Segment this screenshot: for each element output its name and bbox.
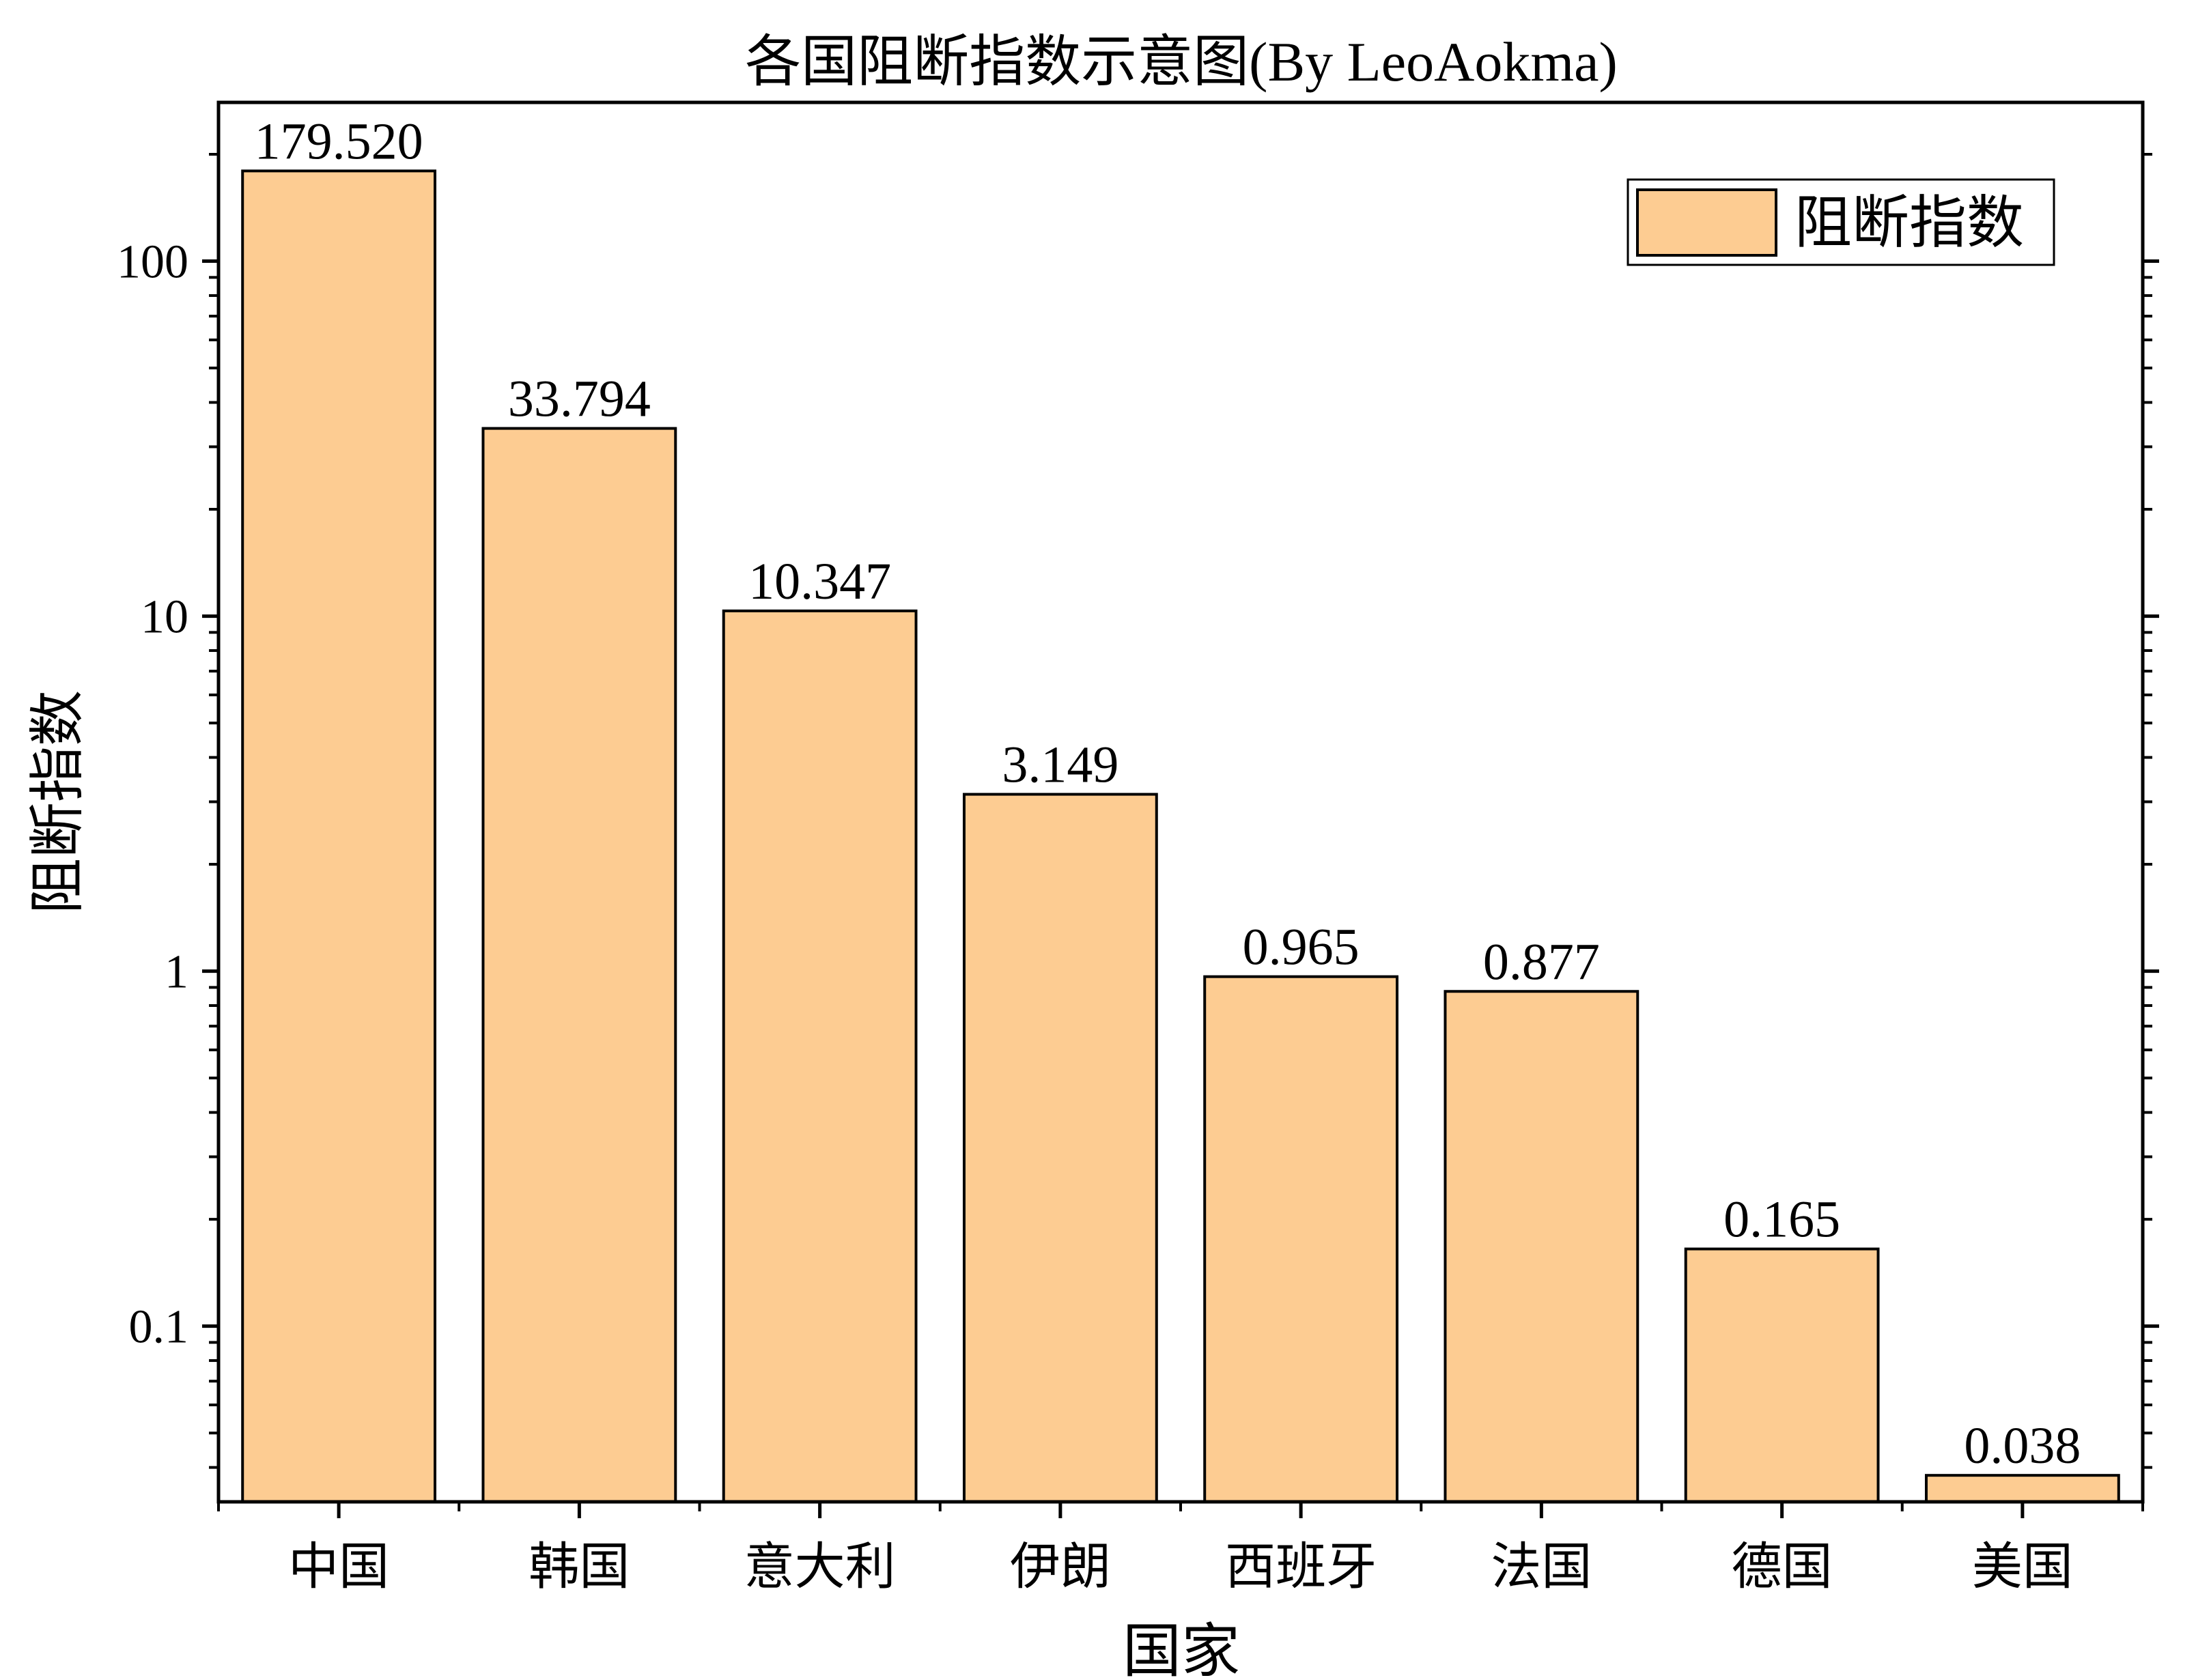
data-label-8: 0.038 (1964, 1417, 2081, 1475)
legend-label: 阻断指数 (1794, 192, 2024, 255)
bar-1 (241, 169, 437, 1504)
data-label-5: 0.965 (1243, 919, 1360, 976)
bars-layer (241, 169, 2120, 1504)
data-label-7: 0.165 (1723, 1191, 1840, 1249)
legend: 阻断指数 (1627, 178, 2055, 266)
y-tick-label-3: 10 (141, 591, 188, 644)
data-label-1: 179.520 (255, 113, 423, 170)
x-tick-label-7: 德国 (1732, 1539, 1833, 1595)
legend-swatch (1636, 188, 1777, 257)
x-tick-label-2: 韩国 (529, 1539, 630, 1595)
chart-title: 各国阻断指数示意图(By LeoAokma) (745, 31, 1618, 93)
bar-7 (1684, 1247, 1880, 1504)
x-tick-label-3: 意大利 (744, 1539, 896, 1595)
bar-5 (1203, 975, 1399, 1503)
x-tick-label-6: 法国 (1491, 1539, 1592, 1595)
y-tick-label-4: 100 (117, 236, 188, 289)
x-axis-label: 国家 (1123, 1619, 1240, 1680)
bar-3 (722, 609, 918, 1504)
x-tick-label-1: 中国 (288, 1539, 389, 1595)
y-tick-label-1: 0.1 (129, 1301, 189, 1354)
data-label-4: 3.149 (1002, 737, 1118, 794)
x-tick-label-4: 伊朗 (1010, 1539, 1111, 1595)
y-axis-label: 阻断指数 (27, 690, 89, 914)
data-label-6: 0.877 (1483, 933, 1600, 991)
labels-layer: 179.520 中国 33.794 韩国 10.347 意大利 3.149 伊朗 0.965 西班… (117, 113, 2081, 1595)
bar-4 (962, 793, 1158, 1503)
x-tick-label-8: 美国 (1972, 1539, 2073, 1595)
bar-8 (1924, 1474, 2120, 1503)
x-tick-label-5: 西班牙 (1225, 1539, 1377, 1595)
y-tick-label-2: 1 (165, 946, 188, 999)
data-label-3: 10.347 (748, 553, 891, 610)
bar-2 (481, 427, 677, 1503)
data-label-2: 33.794 (508, 371, 651, 428)
plot-frame (216, 100, 2145, 1504)
bar-6 (1444, 990, 1639, 1503)
